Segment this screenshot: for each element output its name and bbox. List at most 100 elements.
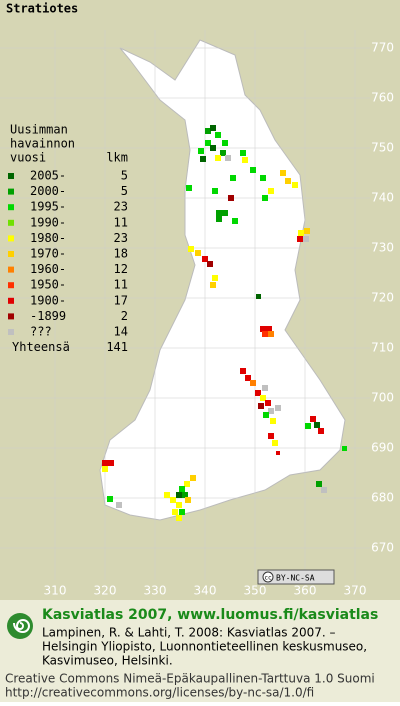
record-square <box>230 175 236 181</box>
record-square <box>190 475 196 481</box>
record-square <box>176 515 182 521</box>
record-square <box>255 390 261 396</box>
species-title: Stratiotes <box>6 2 78 16</box>
legend-total: 141 <box>106 340 128 354</box>
record-square <box>179 509 185 515</box>
y-label: 670 <box>371 541 394 555</box>
record-square <box>220 150 226 156</box>
record-square <box>185 497 191 503</box>
legend-count: 5 <box>121 169 128 183</box>
legend-count: 18 <box>114 247 128 261</box>
y-label: 700 <box>371 391 394 405</box>
record-square <box>202 256 208 262</box>
record-square <box>228 195 234 201</box>
y-label: 750 <box>371 141 394 155</box>
y-label: 770 <box>371 41 394 55</box>
record-square <box>216 210 222 216</box>
legend-label: 1995- <box>30 200 66 214</box>
record-square <box>205 140 211 146</box>
y-label: 760 <box>371 91 394 105</box>
license-badge: cc BY-NC-SA <box>257 569 335 585</box>
record-square <box>292 182 298 188</box>
legend-count: 11 <box>114 215 128 229</box>
legend-label: 1990- <box>30 215 66 229</box>
record-square <box>285 178 291 184</box>
record-square <box>262 195 268 201</box>
citation-line: Lampinen, R. & Lahti, T. 2008: Kasviatla… <box>42 626 336 640</box>
legend-count: 2 <box>121 309 128 323</box>
x-label: 360 <box>294 584 317 598</box>
record-square <box>260 175 266 181</box>
footer-bg <box>0 600 400 702</box>
legend-count: 12 <box>114 262 128 276</box>
record-square <box>266 326 272 332</box>
legend-swatch <box>8 266 14 273</box>
record-square <box>314 422 320 428</box>
y-label: 680 <box>371 491 394 505</box>
record-square <box>305 423 311 429</box>
legend-label: 2000- <box>30 184 66 198</box>
record-square <box>212 188 218 194</box>
y-label: 710 <box>371 341 394 355</box>
record-square <box>250 167 256 173</box>
record-square <box>215 132 221 138</box>
legend-label: 1950- <box>30 278 66 292</box>
record-square <box>176 492 182 498</box>
record-square <box>200 156 206 162</box>
legend-heading: havainnon <box>10 137 75 151</box>
legend-label: 1960- <box>30 262 66 276</box>
finland-outline <box>99 39 346 521</box>
record-square <box>212 275 218 281</box>
logo-spiral <box>13 619 30 634</box>
legend-heading: vuosi <box>10 151 46 165</box>
record-square <box>210 145 216 151</box>
legend-count: 11 <box>114 278 128 292</box>
record-square <box>316 481 322 487</box>
badge-icon <box>262 571 274 583</box>
badge-text: BY-NC-SA <box>276 574 315 583</box>
record-square <box>179 486 185 492</box>
record-square <box>265 400 271 406</box>
record-square <box>164 492 170 498</box>
record-square <box>318 428 324 434</box>
record-square <box>207 261 213 267</box>
record-square <box>232 218 238 224</box>
record-square <box>268 433 274 439</box>
x-label: 330 <box>144 584 167 598</box>
legend-label: 1980- <box>30 231 66 245</box>
record-square <box>182 492 188 498</box>
record-square <box>176 502 182 508</box>
legend-swatch <box>8 235 14 242</box>
record-square <box>268 331 274 337</box>
x-label: 370 <box>344 584 367 598</box>
legend-label: -1899 <box>30 309 66 323</box>
record-square <box>210 125 216 131</box>
record-square <box>170 497 176 503</box>
record-square <box>268 188 274 194</box>
legend-label: 2005- <box>30 169 66 183</box>
badge-box <box>257 569 335 585</box>
record-square <box>198 148 204 154</box>
legend-label: 1900- <box>30 293 66 307</box>
record-square <box>260 395 266 401</box>
legend-swatch <box>8 329 14 335</box>
legend-swatch <box>8 282 14 289</box>
y-label: 740 <box>371 191 394 205</box>
record-square <box>276 451 280 455</box>
axes: 770 760 750 740 730 720 710 700 690 680 670 310 320 3… <box>44 41 394 598</box>
y-label: 690 <box>371 441 394 455</box>
license-line: http://creativecommons.org/licenses/by-n… <box>5 686 314 700</box>
records <box>102 125 347 521</box>
legend-label: 1970- <box>30 247 66 261</box>
license-line: Creative Commons Nimeä-Epäkaupallinen-Ta… <box>5 672 375 686</box>
x-label: 310 <box>44 584 67 598</box>
record-square <box>275 405 281 411</box>
legend-swatch <box>8 297 14 304</box>
record-square <box>186 185 192 191</box>
grid <box>0 30 370 580</box>
record-square <box>270 418 276 424</box>
record-square <box>260 326 266 332</box>
record-square <box>205 128 211 134</box>
